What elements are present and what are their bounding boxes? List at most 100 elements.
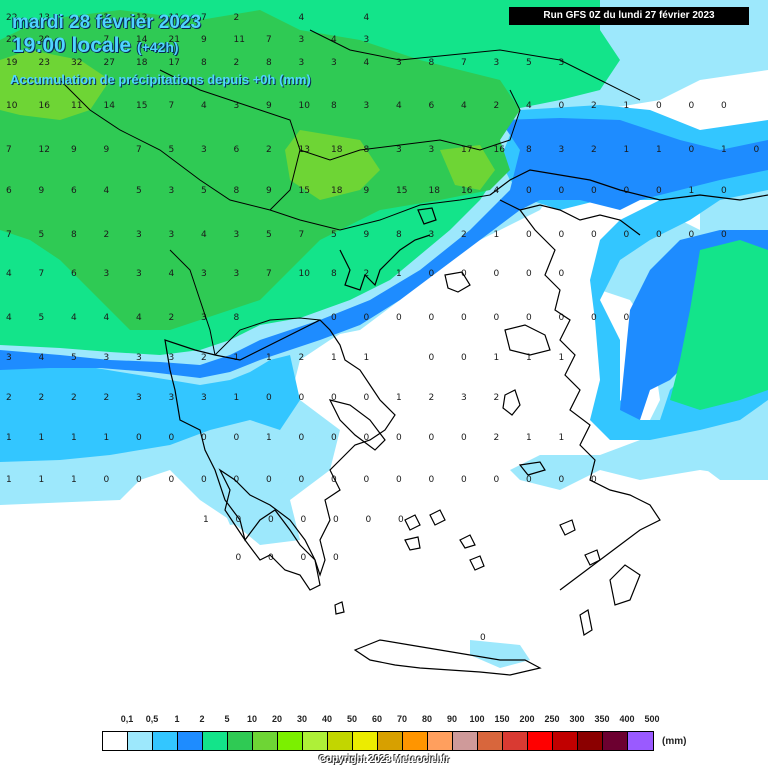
precip-value: 4	[364, 58, 370, 68]
precip-value: 9	[266, 186, 272, 196]
legend-swatch	[453, 732, 478, 750]
precip-value: 13	[299, 145, 310, 155]
precip-value: 0	[480, 633, 486, 643]
precip-value: 8	[396, 230, 402, 240]
legend-swatch	[178, 732, 203, 750]
precip-value: 0	[169, 475, 175, 485]
precip-value: 3	[331, 58, 337, 68]
precip-value: 1	[689, 186, 695, 196]
legend-label: 300	[569, 714, 585, 724]
precip-value: 1	[71, 433, 77, 443]
precip-value: 2	[429, 393, 435, 403]
precip-value: 3	[201, 393, 207, 403]
precipitation-values-grid: 22 13 2 12 11 7 2 4 422 20 7 14 21 9 11 7 3 4 319 23 32 27 18 1…	[6, 13, 760, 643]
precip-value: 8	[331, 269, 337, 279]
precip-value: 0	[301, 553, 307, 563]
island-cyclades-4	[404, 536, 421, 551]
precip-value: 0	[559, 269, 565, 279]
precip-value: 0	[559, 230, 565, 240]
island-dodecanese-2	[584, 549, 601, 566]
precip-value: 1	[104, 433, 110, 443]
precip-value: 0	[396, 313, 402, 323]
local-time-label: 19:00 locale	[12, 34, 132, 57]
precip-value: 8	[266, 58, 272, 68]
precip-value: 5	[136, 186, 142, 196]
precipitation-map: 22 13 2 12 11 7 2 4 422 20 7 14 21 9 11 7 3 4 319 23 32 27 18 1…	[0, 0, 768, 676]
precip-value: 0	[236, 515, 242, 525]
precip-value: 0	[429, 433, 435, 443]
island-cyclades-1	[404, 514, 421, 531]
legend-label: 0,5	[145, 714, 159, 724]
precip-value: 8	[71, 230, 77, 240]
precip-value: 4	[299, 13, 305, 23]
precip-value: 2	[201, 353, 207, 363]
precip-value: 0	[461, 353, 467, 363]
precip-value: 0	[591, 313, 597, 323]
precip-value: 0	[461, 433, 467, 443]
run-label: Run GFS 0Z du lundi 27 février 2023	[509, 7, 749, 25]
precip-value: 4	[6, 269, 12, 279]
precip-value: 0	[299, 393, 305, 403]
precip-value: 3	[299, 58, 305, 68]
precip-value: 0	[461, 475, 467, 485]
precip-value: 16	[461, 186, 473, 196]
precip-value: 0	[429, 475, 435, 485]
precip-value: 2	[494, 101, 500, 111]
precip-value: 3	[299, 35, 305, 45]
precip-value: 0	[461, 313, 467, 323]
precip-value: 18	[136, 58, 148, 68]
precip-value: 3	[169, 393, 175, 403]
precip-value: 7	[39, 269, 45, 279]
precip-value: 3	[201, 313, 207, 323]
precip-value: 0	[364, 475, 370, 485]
precip-value: 0	[494, 269, 500, 279]
precip-value: 2	[494, 433, 500, 443]
precip-value: 1	[624, 145, 630, 155]
precip-value: 27	[104, 58, 115, 68]
precip-value: 4	[201, 101, 207, 111]
precip-value: 1	[526, 433, 532, 443]
coastline-peloponnese	[218, 468, 321, 591]
precip-value: 0	[461, 269, 467, 279]
legend-label: 90	[446, 714, 457, 724]
precip-value: 7	[6, 230, 12, 240]
legend-swatch	[328, 732, 353, 750]
precip-value: 0	[136, 433, 142, 443]
precip-value: 1	[364, 353, 370, 363]
precip-value: 3	[136, 269, 142, 279]
legend-unit: (mm)	[662, 736, 687, 747]
forecast-date: mardi 28 février 2023	[12, 12, 202, 33]
precip-value: 0	[201, 475, 207, 485]
precip-value: 0	[364, 313, 370, 323]
island-lesvos	[504, 324, 551, 356]
precip-value: 0	[429, 353, 435, 363]
coastline-bosphorus	[519, 204, 641, 236]
island-dodecanese-1	[559, 519, 576, 536]
precip-value: 2	[104, 13, 110, 23]
precip-value: 3	[136, 353, 142, 363]
forecast-offset: (+42h)	[136, 39, 179, 55]
legend-swatch	[578, 732, 603, 750]
precip-value: 2	[591, 145, 597, 155]
legend-label: 400	[619, 714, 635, 724]
precip-value: 4	[71, 313, 77, 323]
legend-swatch	[153, 732, 178, 750]
precip-value: 0	[266, 475, 272, 485]
precip-value: 0	[331, 393, 337, 403]
legend-label: 2	[199, 714, 205, 724]
legend-label: 10	[246, 714, 257, 724]
legend-swatch	[253, 732, 278, 750]
precip-value: 0	[333, 553, 339, 563]
precip-value: 0	[656, 186, 662, 196]
precip-value: 23	[39, 58, 50, 68]
precip-value: 19	[6, 58, 18, 68]
precip-value: 1	[203, 515, 209, 525]
legend-swatch	[378, 732, 403, 750]
precip-value: 3	[104, 353, 110, 363]
precip-value: 2	[494, 393, 500, 403]
precip-value: 7	[266, 35, 272, 45]
precip-value: 1	[71, 475, 77, 485]
precip-value: 17	[461, 145, 472, 155]
precip-value: 3	[169, 230, 175, 240]
precip-value: 0	[526, 269, 532, 279]
